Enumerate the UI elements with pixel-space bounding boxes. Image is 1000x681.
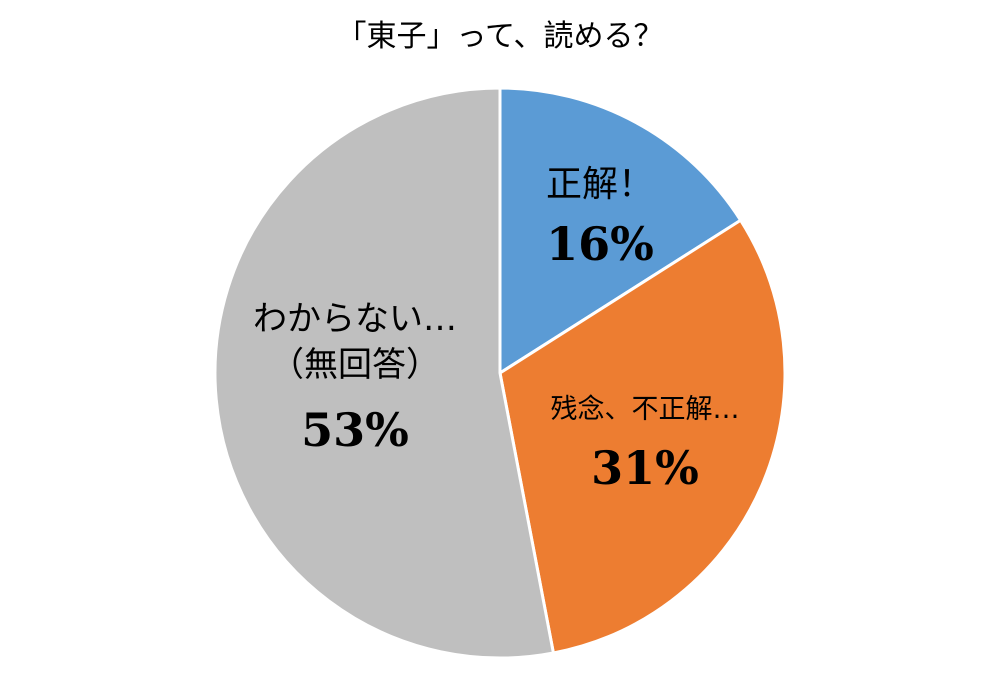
slice-label-3-line-2: （無回答） bbox=[270, 345, 440, 385]
pie-slice-3 bbox=[213, 86, 556, 660]
pie-labels: 正解！ 16% 残念、不正解… 31% わからない… （無回答） 53% bbox=[253, 164, 740, 495]
slice-percent-1: 16% bbox=[546, 217, 654, 271]
slice-label-group-1: 正解！ 16% bbox=[546, 164, 654, 271]
slice-label-group-3: わからない… （無回答） 53% bbox=[253, 299, 457, 457]
slice-percent-3: 53% bbox=[301, 403, 409, 457]
pie-slices bbox=[213, 86, 787, 660]
chart-title: 「東子」って、読める？ bbox=[337, 19, 664, 54]
slice-label-2-line-1: 残念、不正解… bbox=[551, 394, 740, 425]
slice-label-group-2: 残念、不正解… 31% bbox=[551, 394, 740, 495]
pie-slice-2 bbox=[498, 218, 787, 655]
slice-label-1-line-1: 正解！ bbox=[546, 164, 654, 205]
pie-slice-1 bbox=[498, 86, 743, 376]
slice-label-3-line-1: わからない… bbox=[253, 299, 457, 339]
slice-percent-2: 31% bbox=[591, 441, 699, 495]
